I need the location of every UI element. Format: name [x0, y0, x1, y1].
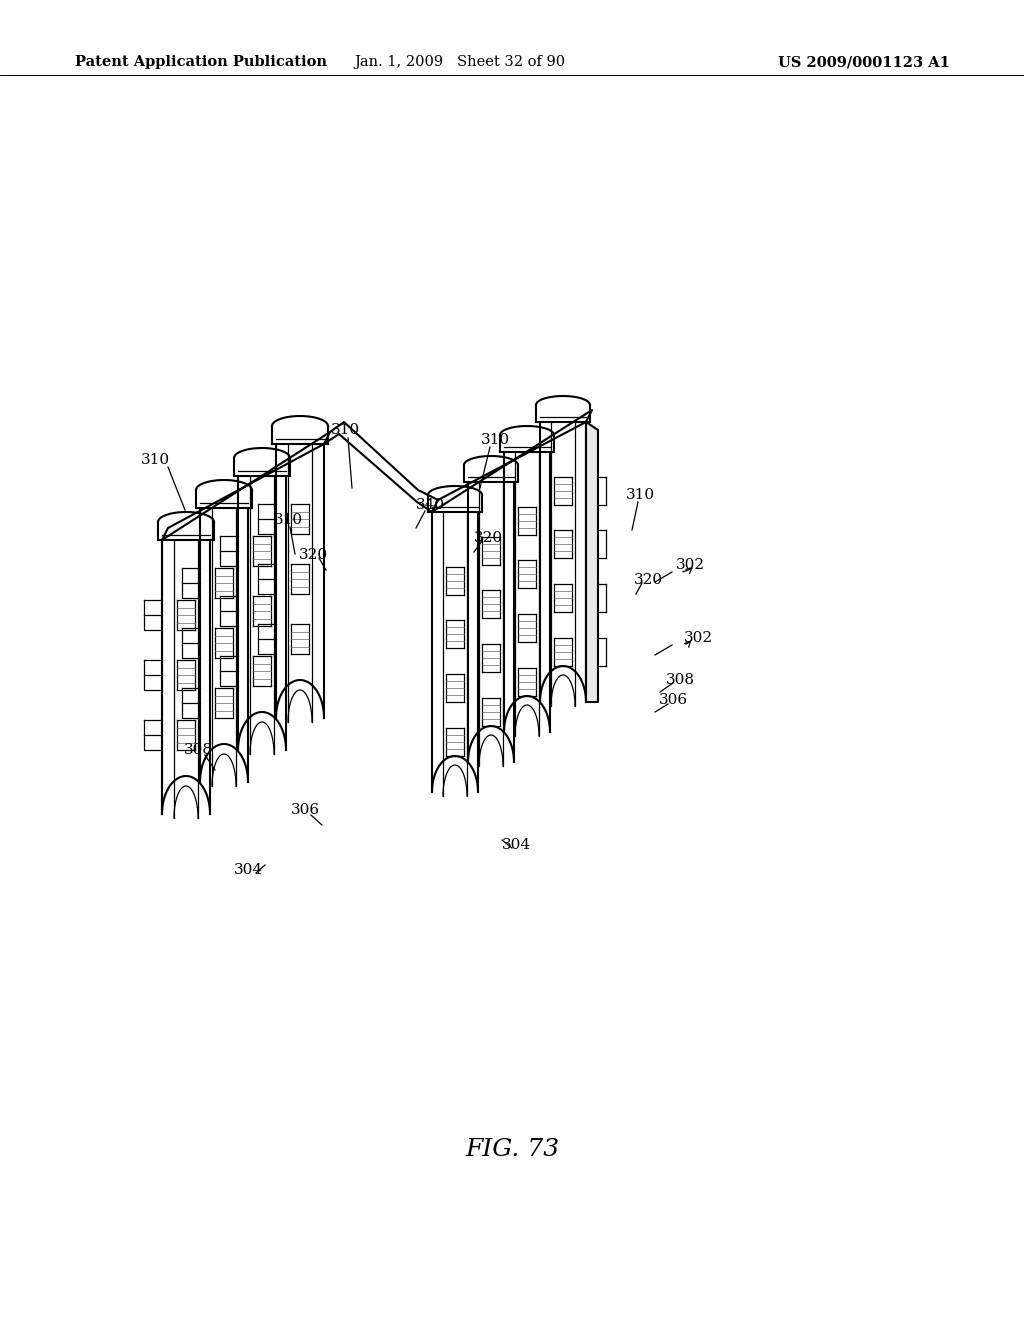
Text: 310: 310: [331, 422, 359, 437]
Text: 308: 308: [666, 673, 694, 686]
Polygon shape: [586, 422, 598, 702]
Text: 320: 320: [634, 573, 663, 587]
Text: 306: 306: [658, 693, 687, 708]
Polygon shape: [432, 411, 592, 512]
Text: 306: 306: [291, 803, 319, 817]
Text: 310: 310: [140, 453, 170, 467]
Text: 310: 310: [273, 513, 302, 527]
Text: 304: 304: [233, 863, 262, 876]
Text: 304: 304: [502, 838, 530, 851]
Text: 320: 320: [298, 548, 328, 562]
Text: 310: 310: [626, 488, 654, 502]
Text: 302: 302: [683, 631, 713, 645]
Text: Patent Application Publication: Patent Application Publication: [75, 55, 327, 69]
Text: 320: 320: [473, 531, 503, 545]
Text: 308: 308: [183, 743, 213, 756]
Text: 310: 310: [480, 433, 510, 447]
Text: US 2009/0001123 A1: US 2009/0001123 A1: [778, 55, 950, 69]
Text: Jan. 1, 2009   Sheet 32 of 90: Jan. 1, 2009 Sheet 32 of 90: [354, 55, 565, 69]
Polygon shape: [162, 432, 330, 540]
Text: 302: 302: [676, 558, 705, 572]
Text: FIG. 73: FIG. 73: [465, 1138, 559, 1162]
Text: 340: 340: [416, 498, 444, 512]
